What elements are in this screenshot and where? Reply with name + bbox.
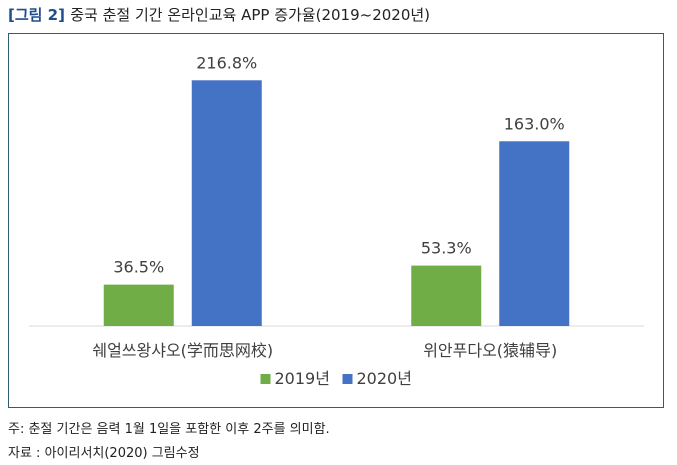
legend-swatch <box>342 374 353 384</box>
bar <box>103 284 174 326</box>
category-label: 쉐얼쓰왕샤오(学而思网校) <box>92 341 273 360</box>
data-label: 36.5% <box>113 258 164 277</box>
data-label: 216.8% <box>196 53 257 72</box>
legend-label: 2019년 <box>275 369 330 388</box>
category-label: 위안푸다오(猿辅导) <box>423 341 557 360</box>
data-label: 163.0% <box>504 114 565 133</box>
legend-label: 2020년 <box>357 369 412 388</box>
source-note: 자료 : 아이리서치(2020) 그림수정 <box>8 446 200 461</box>
data-label: 53.3% <box>421 239 472 258</box>
bar <box>191 80 262 326</box>
bar <box>411 265 482 326</box>
footnote: 주: 춘절 기간은 음력 1월 1일을 포함한 이후 2주를 의미함. <box>8 422 330 437</box>
bar-chart: 36.5% 216.8% 쉐얼쓰왕샤오(学而思网校) 53.3% 163.0% 위안푸다오… <box>29 53 644 388</box>
chart-frame: 36.5% 216.8% 쉐얼쓰왕샤오(学而思网校) 53.3% 163.0% 위안푸다오… <box>8 33 664 408</box>
figure-tag: [그림 2] <box>8 6 65 24</box>
legend-swatch <box>260 374 271 384</box>
figure-title-text: 중국 춘절 기간 온라인교육 APP 증가율(2019~2020년) <box>70 6 431 24</box>
bar <box>499 141 570 326</box>
figure-title: [그림 2] 중국 춘절 기간 온라인교육 APP 증가율(2019~2020년… <box>8 4 430 25</box>
